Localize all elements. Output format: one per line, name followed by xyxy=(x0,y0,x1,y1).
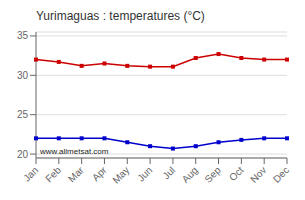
svg-text:May: May xyxy=(110,164,131,185)
svg-text:Jan: Jan xyxy=(21,164,40,183)
svg-text:30: 30 xyxy=(17,70,29,81)
svg-text:20: 20 xyxy=(17,149,29,160)
svg-text:35: 35 xyxy=(17,30,29,41)
html-text:www.allmetsat.com: www.allmetsat.com xyxy=(40,147,109,156)
svg-text:Apr: Apr xyxy=(90,164,109,183)
svg-text:25: 25 xyxy=(17,109,29,120)
svg-text:Sep: Sep xyxy=(202,164,223,185)
svg-text:Aug: Aug xyxy=(180,164,200,184)
html-text:Yurimaguas : temperatures (°C): Yurimaguas : temperatures (°C) xyxy=(36,9,205,23)
svg-text:Jul: Jul xyxy=(160,164,177,181)
svg-text:Jun: Jun xyxy=(135,164,154,183)
svg-text:Nov: Nov xyxy=(248,164,268,184)
svg-text:Mar: Mar xyxy=(66,164,86,184)
svg-text:Oct: Oct xyxy=(227,164,246,183)
svg-text:Feb: Feb xyxy=(43,164,63,184)
svg-text:Dec: Dec xyxy=(271,164,291,184)
